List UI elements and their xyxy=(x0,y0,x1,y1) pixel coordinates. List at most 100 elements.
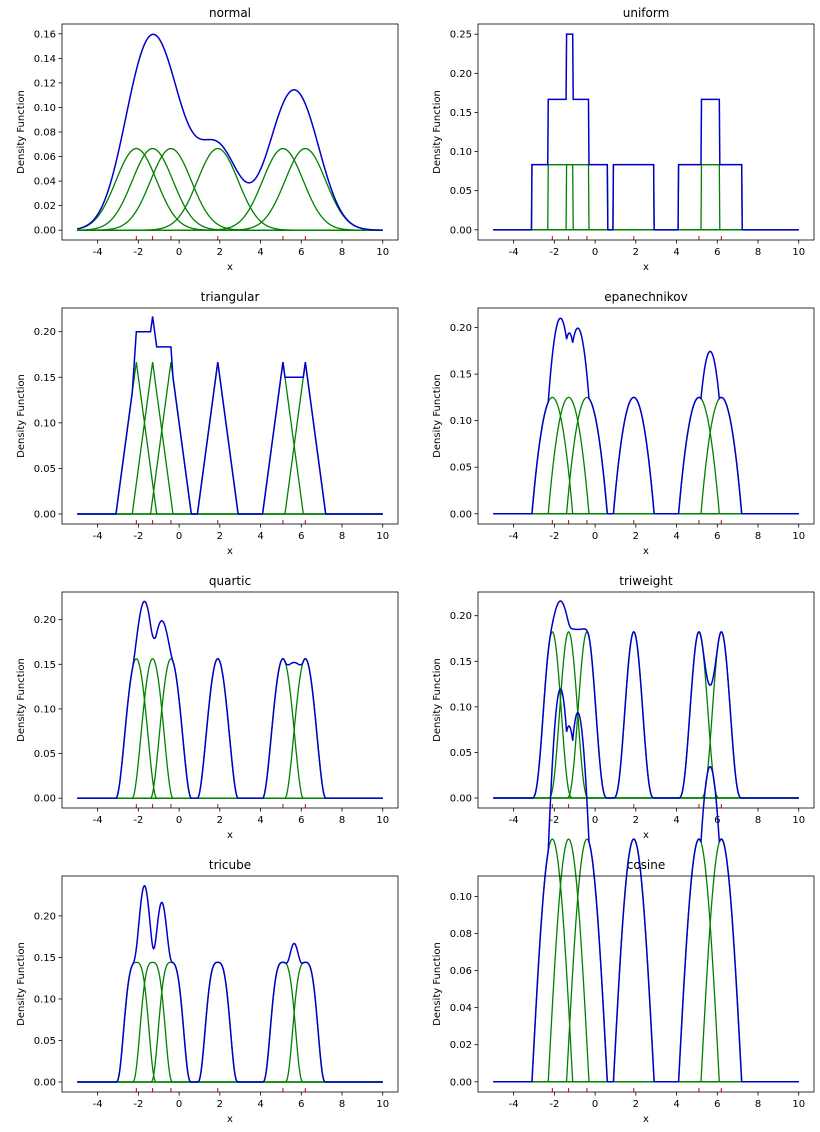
y-axis-label: Density Function xyxy=(16,90,27,174)
panel-title: normal xyxy=(209,6,251,20)
component-curve-5 xyxy=(77,658,383,799)
y-tick-label: 0.20 xyxy=(34,911,56,922)
panel-title: cosine xyxy=(627,858,666,872)
y-axis-label: Density Function xyxy=(432,658,443,742)
x-axis-label: x xyxy=(227,1114,233,1125)
x-tick-label: -2 xyxy=(549,247,559,258)
component-curve-1 xyxy=(77,658,383,799)
x-tick-label: 8 xyxy=(339,247,345,258)
x-tick-label: 10 xyxy=(376,1099,389,1110)
axes-frame xyxy=(61,23,399,241)
y-tick-label: 0.20 xyxy=(450,611,472,622)
y-tick-label: 0.06 xyxy=(450,966,472,977)
x-tick-label: 4 xyxy=(257,531,263,542)
y-tick-label: 0.00 xyxy=(450,225,472,236)
panel-title: uniform xyxy=(623,6,670,20)
x-tick-label: 0 xyxy=(176,247,182,258)
y-tick-label: 0.04 xyxy=(450,1003,472,1014)
total-density-curve xyxy=(77,316,383,515)
x-tick-label: -4 xyxy=(509,247,519,258)
panel-title: triangular xyxy=(201,290,260,304)
y-tick-label: 0.00 xyxy=(450,1077,472,1088)
x-axis-label: x xyxy=(227,262,233,273)
y-tick-label: 0.00 xyxy=(450,793,472,804)
y-tick-label: 0.05 xyxy=(450,748,472,759)
y-tick-label: 0.05 xyxy=(450,463,472,474)
component-curve-2 xyxy=(77,658,383,799)
x-tick-label: -2 xyxy=(133,247,143,258)
component-curve-1 xyxy=(493,396,799,515)
axes-frame xyxy=(477,875,815,1093)
y-tick-label: 0.06 xyxy=(34,152,56,163)
component-curve-4 xyxy=(77,658,383,799)
y-axis-label: Density Function xyxy=(16,658,27,742)
y-tick-label: 0.15 xyxy=(450,370,472,381)
y-tick-label: 0.00 xyxy=(34,226,56,237)
x-tick-label: 6 xyxy=(714,531,720,542)
total-density-curve xyxy=(77,884,383,1083)
y-tick-label: 0.10 xyxy=(34,704,56,715)
y-tick-label: 0.10 xyxy=(450,702,472,713)
x-tick-label: -2 xyxy=(133,1099,143,1110)
component-curve-5 xyxy=(77,361,383,515)
y-axis-label: Density Function xyxy=(432,374,443,458)
panel-triangular: triangular -4 -2 0 2 4 6 8 10 0.00 0.05 0.10 0.15 0.2… xyxy=(16,290,399,557)
component-curve-5 xyxy=(493,163,799,231)
x-tick-label: 8 xyxy=(755,815,761,826)
x-tick-label: -4 xyxy=(93,1099,103,1110)
y-tick-label: 0.15 xyxy=(450,108,472,119)
x-tick-label: 10 xyxy=(376,247,389,258)
axes-frame xyxy=(477,307,815,525)
x-tick-label: 2 xyxy=(217,815,223,826)
x-tick-label: 8 xyxy=(755,1099,761,1110)
x-tick-label: 6 xyxy=(298,531,304,542)
x-axis-label: x xyxy=(643,830,649,841)
x-tick-label: 6 xyxy=(714,247,720,258)
component-curve-4 xyxy=(493,163,799,231)
panel-triweight: triweight-4 -2 0 2 4 6 8 100.000.050.100.150.20… xyxy=(432,574,815,841)
y-tick-label: 0.00 xyxy=(34,509,56,520)
y-tick-label: 0.02 xyxy=(34,201,56,212)
component-curve-4 xyxy=(493,396,799,515)
x-tick-label: 2 xyxy=(633,531,639,542)
y-tick-label: 0.16 xyxy=(34,29,56,40)
component-curve-3 xyxy=(493,396,799,515)
panel-title: quartic xyxy=(209,574,251,588)
y-tick-label: 0.02 xyxy=(450,1040,472,1051)
x-tick-label: -4 xyxy=(93,247,103,258)
y-tick-label: 0.12 xyxy=(34,78,56,89)
panel-normal: normal -4 -2 0 2 4 6 8 10 0.00 0.02 0.04 0.06 0.08 0.1… xyxy=(16,6,399,273)
x-tick-label: 6 xyxy=(298,247,304,258)
component-curve-3 xyxy=(493,163,799,231)
total-density-curve xyxy=(77,33,383,231)
y-tick-label: 0.20 xyxy=(34,327,56,338)
x-tick-label: 8 xyxy=(339,1099,345,1110)
x-tick-label: -4 xyxy=(93,531,103,542)
x-tick-label: 0 xyxy=(592,815,598,826)
total-density-curve xyxy=(493,600,799,799)
x-tick-label: -4 xyxy=(509,1099,519,1110)
x-tick-label: 4 xyxy=(257,247,263,258)
x-tick-label: 8 xyxy=(339,815,345,826)
x-axis-label: x xyxy=(643,1114,649,1125)
y-tick-label: 0.00 xyxy=(34,1078,56,1089)
panel-epanechnikov: epanechnikov -4 -2 0 2 4 6 8 10 0.00 0.05 0.10 0.15 0… xyxy=(432,290,815,557)
y-tick-label: 0.20 xyxy=(34,615,56,626)
y-tick-label: 0.05 xyxy=(34,464,56,475)
x-tick-label: 8 xyxy=(755,247,761,258)
x-tick-label: 4 xyxy=(673,531,679,542)
y-tick-label: 0.14 xyxy=(34,54,56,65)
axes-frame xyxy=(61,307,399,525)
x-tick-label: -2 xyxy=(549,1099,559,1110)
x-tick-label: 6 xyxy=(298,1099,304,1110)
x-tick-label: 4 xyxy=(257,815,263,826)
y-tick-label: 0.05 xyxy=(34,1036,56,1047)
x-tick-label: 2 xyxy=(633,815,639,826)
x-tick-label: 0 xyxy=(592,531,598,542)
axes-frame xyxy=(61,591,399,809)
y-tick-label: 0.20 xyxy=(450,69,472,80)
component-curve-0 xyxy=(493,163,799,231)
y-tick-label: 0.08 xyxy=(450,929,472,940)
component-curve-0 xyxy=(77,658,383,799)
